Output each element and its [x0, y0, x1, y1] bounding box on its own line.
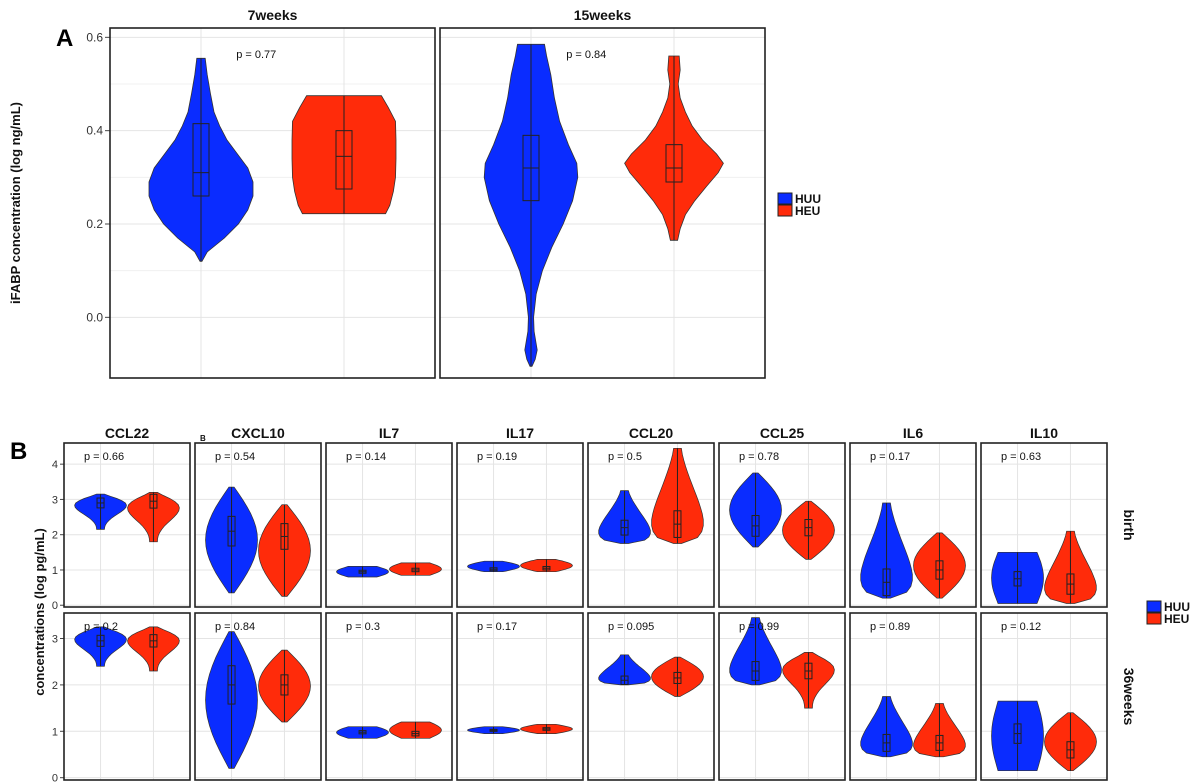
legend-label-huu: HUU: [1164, 600, 1190, 614]
y-tick-label: 3: [52, 634, 58, 646]
facet-frame: [849, 612, 977, 781]
y-tick-label: 2: [52, 530, 58, 542]
facet-frame: [980, 612, 1108, 781]
legend-swatch-huu: [777, 192, 793, 205]
p-value: p = 0.17: [870, 451, 910, 463]
p-value: p = 0.19: [477, 451, 517, 463]
p-value: p = 0.63: [1001, 451, 1041, 463]
legend-swatch-heu: [777, 204, 793, 217]
row-strip-label: 36weeks: [1121, 668, 1137, 726]
facet-frame: [63, 442, 191, 608]
boxplot-heu-box: [665, 144, 683, 183]
p-value: p = 0.2: [84, 621, 118, 633]
y-tick-label: 2: [52, 680, 58, 692]
facet-frame: [194, 612, 322, 781]
facet-frame: [194, 442, 322, 608]
p-value: p = 0.3: [346, 621, 380, 633]
row-strip-label: birth: [1121, 509, 1137, 540]
panel-label-b-small: B: [200, 434, 206, 443]
y-tick-label: 0: [52, 773, 58, 783]
boxplot-huu-box: [192, 123, 210, 197]
facet-frame: [325, 442, 453, 608]
facet-frame: [718, 442, 846, 608]
p-value: p = 0.66: [84, 451, 124, 463]
facet-frame: [456, 612, 584, 781]
p-value: p = 0.17: [477, 621, 517, 633]
legend-swatch-huu: [1146, 600, 1162, 613]
panel-label-b: B: [10, 438, 27, 465]
column-title: IL7: [379, 425, 399, 441]
facet-frame: [587, 442, 715, 608]
p-value: p = 0.84: [215, 621, 255, 633]
facet-frame: [109, 27, 436, 379]
legend-label-heu: HEU: [795, 204, 820, 218]
p-value: p = 0.99: [739, 621, 779, 633]
y-tick-label: 4: [52, 459, 58, 471]
y-tick-label: 0.2: [86, 217, 103, 231]
y-axis-label-b: concentrations (log pg/mL): [32, 528, 47, 696]
y-tick-label: 0.4: [86, 124, 103, 138]
facet-frame: [325, 612, 453, 781]
facet-frame: [63, 612, 191, 781]
facet-frame: [439, 27, 766, 379]
panel-a: iFABP concentration (log ng/mL) 0.0 0.2 0.4…: [8, 7, 821, 379]
p-value: p = 0.14: [346, 451, 386, 463]
column-title: CXCL10: [231, 425, 285, 441]
column-title: IL6: [903, 425, 923, 441]
facet-title: 15weeks: [574, 7, 632, 23]
column-title: IL10: [1030, 425, 1058, 441]
panel-label-a: A: [56, 25, 73, 52]
facet-title: 7weeks: [248, 7, 298, 23]
y-tick-label: 3: [52, 494, 58, 506]
y-tick-label: 1: [52, 565, 58, 577]
p-value: p = 0.77: [236, 49, 276, 61]
p-value: p = 0.78: [739, 451, 779, 463]
facet-frame: [718, 612, 846, 781]
p-value: p = 0.5: [608, 451, 642, 463]
legend-label-heu: HEU: [1164, 612, 1189, 626]
y-axis-label-a: iFABP concentration (log ng/mL): [8, 102, 23, 304]
panel-b: concentrations (log pg/mL) CCL22 CXCL10 IL7…: [32, 425, 1190, 783]
p-value: p = 0.095: [608, 621, 654, 633]
p-value: p = 0.54: [215, 451, 255, 463]
column-title: CCL22: [105, 425, 150, 441]
facet-frame: [587, 612, 715, 781]
facet-frame: [980, 442, 1108, 608]
facet-frame: [456, 442, 584, 608]
facet-frame: [849, 442, 977, 608]
legend-swatch-heu: [1146, 612, 1162, 625]
legend-label-huu: HUU: [795, 192, 821, 206]
y-tick-label: 0: [52, 600, 58, 612]
p-value: p = 0.12: [1001, 621, 1041, 633]
column-title: CCL25: [760, 425, 805, 441]
p-value: p = 0.89: [870, 621, 910, 633]
p-value: p = 0.84: [566, 49, 606, 61]
y-tick-label: 1: [52, 726, 58, 738]
column-title: IL17: [506, 425, 534, 441]
column-title: CCL20: [629, 425, 674, 441]
y-tick-label: 0.0: [86, 310, 103, 324]
boxplot-heu-box: [335, 130, 353, 190]
y-tick-label: 0.6: [86, 30, 103, 44]
